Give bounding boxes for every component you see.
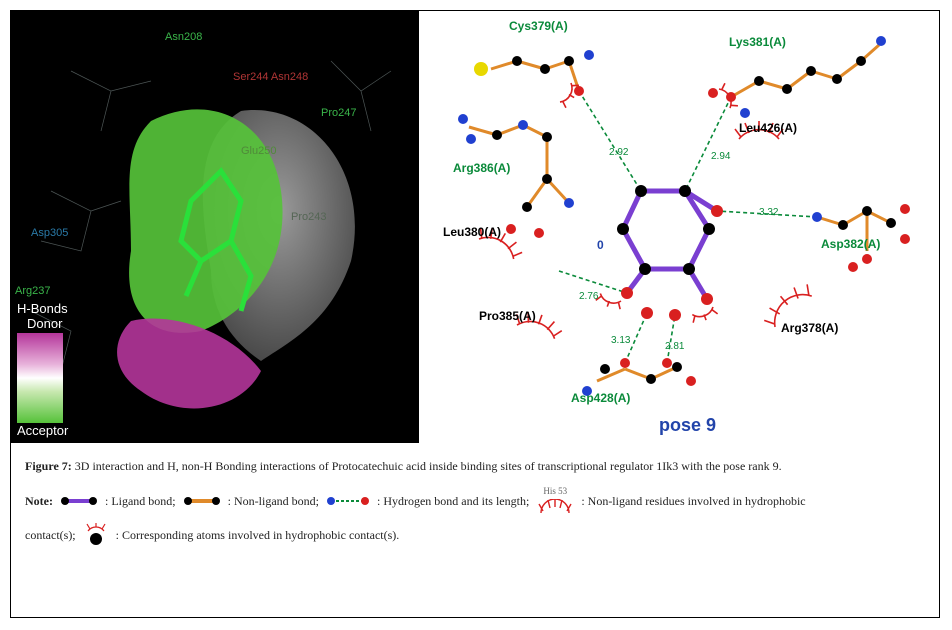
caption-block: Figure 7: 3D interaction and H, non-H Bo… bbox=[11, 443, 939, 559]
svg-text:0: 0 bbox=[597, 238, 604, 252]
corresponding-atom-icon bbox=[82, 523, 110, 547]
dist-0: 2.92 bbox=[609, 147, 628, 158]
res2d-asp382: Asp382(A) bbox=[821, 237, 880, 251]
ligand-bond-text: : Ligand bond; bbox=[105, 492, 176, 510]
pose-label: pose 9 bbox=[659, 415, 716, 436]
res2d-pro385: Pro385(A) bbox=[479, 309, 536, 323]
res2d-arg386: Arg386(A) bbox=[453, 161, 510, 175]
res2d-leu426: Leu426(A) bbox=[739, 121, 797, 135]
non-ligand-bond-icon bbox=[182, 494, 222, 508]
note-label: Note: bbox=[25, 492, 53, 510]
hbonds-title: H-Bonds bbox=[17, 301, 68, 316]
panel-3d: Asn208 Ser244 Asn248 Pro247 Glu250 Pro24… bbox=[11, 11, 419, 443]
hbonds-donor: Donor bbox=[27, 316, 68, 331]
dist-2: 3.32 bbox=[759, 207, 778, 218]
hydrophobic-fan-icon: His 53 bbox=[537, 485, 573, 517]
res3d-glu250: Glu250 bbox=[241, 145, 276, 157]
res3d-pro247: Pro247 bbox=[321, 107, 356, 119]
hbonds-legend: H-Bonds Donor Acceptor bbox=[17, 301, 68, 438]
figure-panel: Asn208 Ser244 Asn248 Pro247 Glu250 Pro24… bbox=[10, 10, 940, 618]
res2d-arg378: Arg378(A) bbox=[781, 321, 838, 335]
ligand-bond-icon bbox=[59, 494, 99, 508]
res3d-asn208: Asn208 bbox=[165, 31, 202, 43]
res2d-asp428: Asp428(A) bbox=[571, 391, 630, 405]
legend-line-1: Note: : Ligand bond; : Non-ligand bond; … bbox=[25, 485, 925, 517]
hbonds-acceptor: Acceptor bbox=[17, 423, 68, 438]
hydrogen-bond-icon bbox=[325, 494, 371, 508]
figure-number: Figure 7: bbox=[25, 459, 72, 473]
dist-1: 2.94 bbox=[711, 151, 730, 162]
figure-caption-text: 3D interaction and H, non-H Bonding inte… bbox=[75, 459, 782, 473]
his53-label: His 53 bbox=[543, 485, 567, 499]
res3d-ser244-asn248: Ser244 Asn248 bbox=[233, 71, 308, 83]
surface-blob bbox=[11, 11, 419, 443]
figure-top-row: Asn208 Ser244 Asn248 Pro247 Glu250 Pro24… bbox=[11, 11, 939, 443]
panel-2d: 0 Cys379(A) Lys381(A) Arg386(A) Leu426(A… bbox=[419, 11, 939, 443]
res3d-arg237: Arg237 bbox=[15, 285, 50, 297]
hbonds-gradient bbox=[17, 333, 63, 423]
non-ligand-bond-text: : Non-ligand bond; bbox=[228, 492, 319, 510]
dist-5: 2.81 bbox=[665, 341, 684, 352]
dist-3: 2.76 bbox=[579, 291, 598, 302]
corresponding-atom-text: : Corresponding atoms involved in hydrop… bbox=[116, 526, 400, 544]
legend-line-2: contact(s); : Corresponding atoms involv… bbox=[25, 523, 925, 547]
contacts-word: contact(s); bbox=[25, 526, 76, 544]
res2d-leu380: Leu380(A) bbox=[443, 225, 501, 239]
hydrogen-bond-text: : Hydrogen bond and its length; bbox=[377, 492, 529, 510]
figure-caption: Figure 7: 3D interaction and H, non-H Bo… bbox=[25, 457, 925, 475]
hydrophobic-res-text: : Non-ligand residues involved in hydrop… bbox=[581, 492, 805, 510]
res3d-asp305: Asp305 bbox=[31, 227, 68, 239]
res3d-pro243: Pro243 bbox=[291, 211, 326, 223]
res2d-lys381: Lys381(A) bbox=[729, 35, 786, 49]
dist-4: 3.13 bbox=[611, 335, 630, 346]
res2d-cys379: Cys379(A) bbox=[509, 19, 568, 33]
